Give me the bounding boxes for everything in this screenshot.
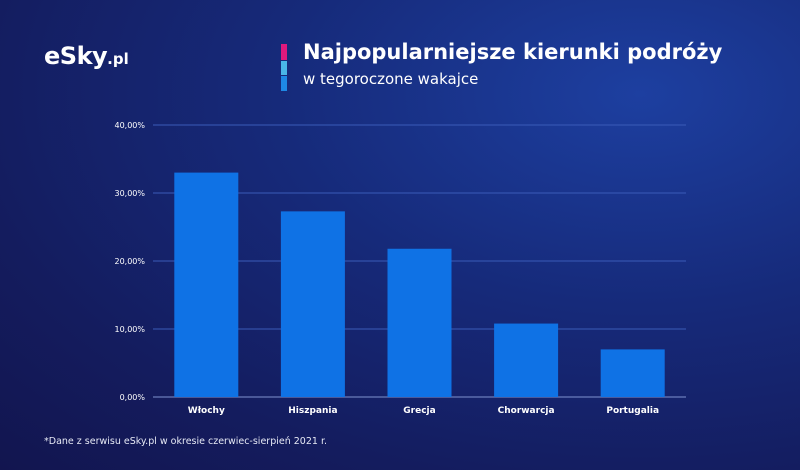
x-tick-label: Grecja (403, 406, 435, 416)
y-tick-label: 40,00% (114, 121, 145, 130)
chart-title: Najpopularniejsze kierunki podróży (303, 40, 723, 64)
accent-bar-light-blue (281, 61, 287, 75)
y-tick-label: 30,00% (114, 189, 145, 198)
bar (174, 172, 239, 397)
accent-bar-blue (281, 76, 287, 91)
footnote: *Dane z serwisu eSky.pl w okresie czerwi… (44, 436, 328, 447)
y-tick-label: 0,00% (120, 393, 146, 402)
bar (387, 248, 452, 397)
logo-text: eSky (44, 42, 108, 70)
x-tick-label: Włochy (188, 406, 225, 416)
x-tick-label: Chorwarcja (498, 406, 555, 416)
esky-logo: eSky .pl (44, 42, 129, 72)
x-tick-label: Portugalia (606, 406, 659, 416)
chart-subtitle: w tegoroczone wakajce (303, 70, 479, 88)
bar (280, 211, 345, 397)
y-tick-label: 20,00% (114, 257, 145, 266)
bar (600, 349, 665, 397)
bar (494, 323, 559, 397)
logo-domain: .pl (107, 50, 129, 68)
y-tick-label: 10,00% (114, 325, 145, 334)
x-tick-label: Hiszpania (288, 406, 337, 416)
accent-bar-pink (281, 44, 287, 60)
